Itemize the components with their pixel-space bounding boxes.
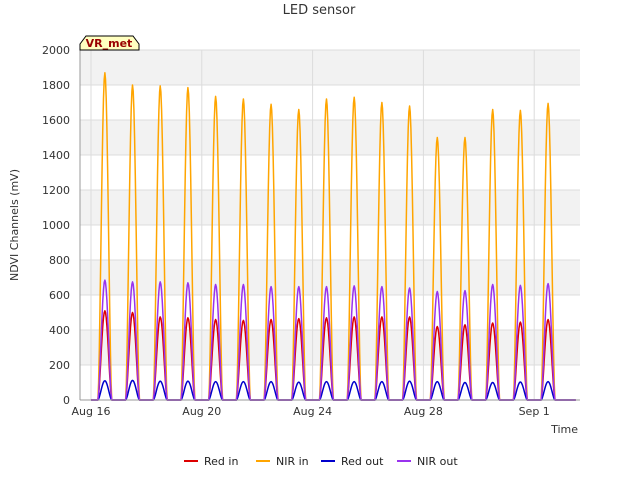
y-tick-label: 0 xyxy=(63,394,70,407)
legend: Red in NIR in Red out NIR out xyxy=(184,455,458,468)
y-tick-label: 1600 xyxy=(42,114,70,127)
legend-item-red-in: Red in xyxy=(184,455,238,468)
plot-band xyxy=(80,120,580,155)
y-tick-labels: 0 200 400 600 800 1000 1200 1400 1600 1800 2000 xyxy=(42,44,70,407)
plot-band xyxy=(80,85,580,120)
y-tick-label: 1000 xyxy=(42,219,70,232)
vr-met-badge: VR_met xyxy=(79,35,140,51)
legend-item-red-out: Red out xyxy=(321,455,384,468)
y-tick-label: 1200 xyxy=(42,184,70,197)
plot-band xyxy=(80,50,580,85)
y-tick-label: 600 xyxy=(49,289,70,302)
vr-met-badge-label: VR_met xyxy=(86,37,133,50)
x-tick-label: Aug 24 xyxy=(293,405,332,418)
legend-label-nir-out: NIR out xyxy=(417,455,458,468)
legend-label-nir-in: NIR in xyxy=(276,455,309,468)
x-tick-label: Sep 1 xyxy=(519,405,550,418)
y-tick-label: 800 xyxy=(49,254,70,267)
axes xyxy=(79,50,580,401)
plot-band xyxy=(80,155,580,190)
x-axis-title: Time xyxy=(550,423,578,436)
chart-title: LED sensor xyxy=(283,3,356,18)
x-tick-label: Aug 16 xyxy=(72,405,111,418)
y-tick-label: 1800 xyxy=(42,79,70,92)
x-tick-labels: Aug 16 Aug 20 Aug 24 Aug 28 Sep 1 xyxy=(72,405,550,418)
y-tick-label: 1400 xyxy=(42,149,70,162)
x-tick-label: Aug 28 xyxy=(404,405,443,418)
legend-label-red-out: Red out xyxy=(341,455,384,468)
y-tick-label: 400 xyxy=(49,324,70,337)
legend-item-nir-in: NIR in xyxy=(256,455,309,468)
y-tick-label: 2000 xyxy=(42,44,70,57)
y-tick-label: 200 xyxy=(49,359,70,372)
x-tick-label: Aug 20 xyxy=(182,405,221,418)
legend-label-red-in: Red in xyxy=(204,455,238,468)
y-axis-title: NDVI Channels (mV) xyxy=(8,169,21,281)
legend-item-nir-out: NIR out xyxy=(397,455,458,468)
